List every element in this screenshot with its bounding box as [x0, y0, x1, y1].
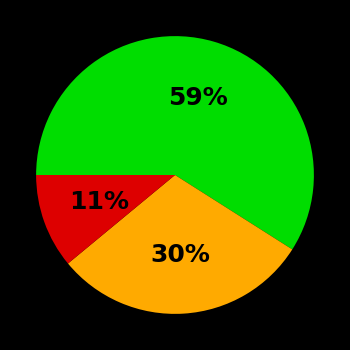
Text: 59%: 59%: [168, 86, 228, 110]
Wedge shape: [36, 175, 175, 264]
Text: 11%: 11%: [69, 190, 129, 214]
Wedge shape: [68, 175, 292, 314]
Wedge shape: [36, 36, 314, 250]
Text: 30%: 30%: [150, 243, 210, 267]
